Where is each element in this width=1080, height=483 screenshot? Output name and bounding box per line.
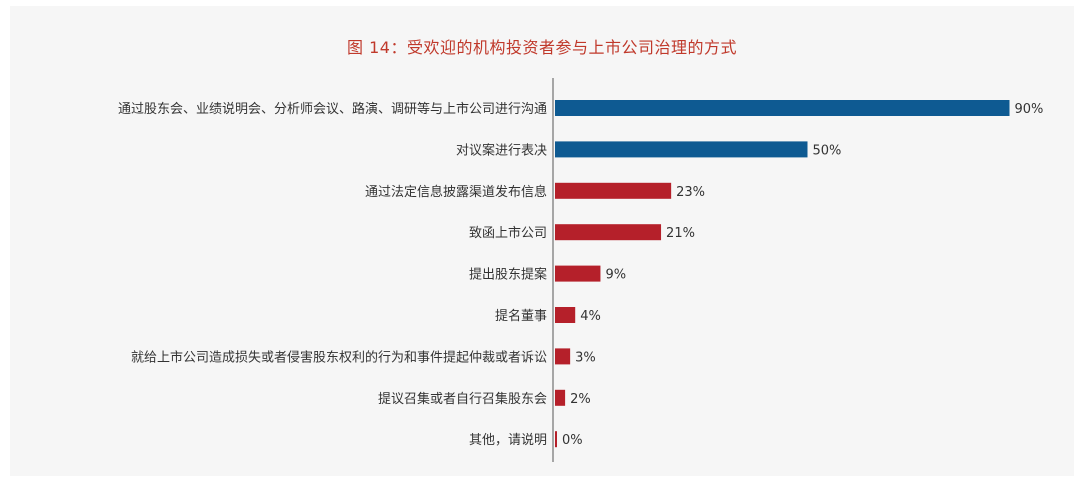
chart-panel — [10, 6, 1074, 476]
category-label: 就给上市公司造成损失或者侵害股东权利的行为和事件提起仲裁或者诉讼 — [131, 349, 547, 365]
value-label: 3% — [575, 350, 596, 365]
category-label: 通过法定信息披露渠道发布信息 — [365, 184, 547, 200]
category-label: 提出股东提案 — [469, 267, 547, 283]
value-label: 21% — [666, 226, 695, 241]
category-label: 提名董事 — [495, 308, 547, 324]
bar — [555, 348, 571, 365]
bar — [555, 265, 601, 282]
category-label: 对议案进行表决 — [456, 143, 547, 158]
bar — [555, 431, 557, 448]
value-label: 23% — [676, 185, 705, 200]
bar — [555, 141, 808, 158]
bar — [555, 307, 576, 323]
bar — [555, 182, 672, 199]
category-label: 提议召集或者自行召集股东会 — [378, 391, 547, 407]
value-label: 50% — [813, 143, 842, 158]
category-label: 其他，请说明 — [469, 433, 547, 448]
value-label: 4% — [580, 309, 601, 324]
bar — [555, 389, 566, 406]
value-label: 90% — [1015, 102, 1044, 117]
value-label: 0% — [562, 433, 583, 448]
value-label: 9% — [605, 268, 626, 283]
category-label: 通过股东会、业绩说明会、分析师会议、路演、调研等与上市公司进行沟通 — [118, 101, 547, 117]
category-label: 致函上市公司 — [469, 225, 547, 241]
bar — [555, 100, 1010, 116]
bar — [555, 224, 662, 241]
chart-title: 图 14：受欢迎的机构投资者参与上市公司治理的方式 — [347, 38, 737, 57]
value-label: 2% — [570, 392, 591, 407]
